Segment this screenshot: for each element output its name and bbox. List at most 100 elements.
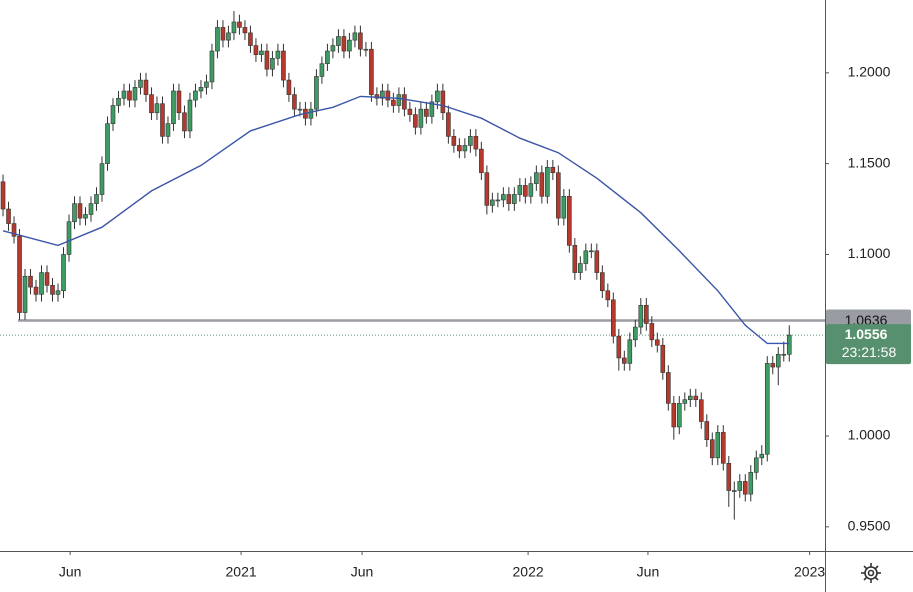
candle-body	[88, 203, 94, 215]
candle-body	[407, 108, 413, 115]
candle-body	[715, 432, 721, 459]
candle-body	[616, 335, 622, 359]
candle-body	[292, 94, 297, 110]
candle-body	[660, 344, 666, 373]
candle-body	[154, 103, 160, 114]
candle-body	[160, 103, 165, 137]
candle-body	[39, 272, 44, 295]
candle-body	[275, 50, 281, 59]
candle-body	[589, 250, 594, 253]
candle-body	[138, 79, 143, 88]
candle-body	[506, 194, 512, 204]
candle-body	[132, 87, 138, 101]
x-tick-label: 2022	[513, 564, 544, 580]
candle-body	[99, 163, 105, 195]
candle-body	[638, 304, 644, 328]
candle-body	[242, 27, 248, 34]
candle-body	[484, 172, 490, 206]
candle-body	[605, 290, 611, 301]
candle-body	[83, 214, 88, 219]
candle-body	[594, 250, 600, 273]
candle-body	[786, 334, 792, 355]
candle-body	[110, 105, 116, 124]
candle-body	[55, 290, 61, 295]
candle-body	[22, 275, 28, 313]
candle-body	[611, 299, 616, 337]
candle-body	[237, 21, 242, 28]
candle-body	[270, 57, 275, 70]
candle-body	[720, 432, 726, 464]
price-axis: 0.95001.00001.10001.15001.20001.06361.05…	[825, 64, 911, 534]
candle-body	[523, 185, 528, 197]
candle-body	[451, 136, 457, 146]
y-tick-label: 1.0000	[848, 427, 891, 443]
candle-body	[490, 199, 495, 206]
candle-body	[6, 208, 11, 224]
candle-body	[655, 339, 660, 346]
candle-body	[231, 21, 237, 34]
candle-body	[116, 97, 121, 106]
candle-body	[539, 172, 545, 197]
candle-body	[28, 275, 33, 288]
candle-body	[495, 199, 501, 202]
candle-body	[731, 490, 737, 492]
candle-body	[204, 81, 209, 88]
candle-body	[336, 36, 341, 46]
candle-body	[149, 94, 154, 114]
candle-body	[775, 354, 781, 368]
candle-body	[72, 203, 77, 223]
candle-body	[704, 421, 710, 440]
candle-body	[253, 45, 259, 55]
candle-body	[385, 90, 391, 101]
candle-body	[748, 472, 754, 495]
candle-body	[561, 196, 567, 219]
candle-body	[215, 27, 220, 52]
candle-body	[198, 87, 204, 92]
y-tick-label: 1.2000	[848, 64, 891, 80]
candle-body	[314, 76, 319, 110]
candle-body	[352, 32, 358, 41]
candle-body	[17, 235, 22, 313]
candle-body	[209, 50, 215, 83]
candle-body	[676, 403, 682, 428]
candle-body	[644, 304, 649, 324]
candle-body	[726, 462, 732, 491]
candle-body	[330, 45, 336, 52]
candle-body	[462, 145, 468, 152]
candle-body	[171, 90, 176, 124]
candle-body	[424, 108, 429, 117]
candle-body	[66, 221, 72, 255]
candle-body	[512, 194, 517, 204]
candle-body	[479, 148, 484, 174]
candle-body	[693, 395, 699, 401]
candle-body	[11, 223, 17, 237]
y-tick-label: 1.1000	[848, 245, 891, 261]
candle-body	[572, 245, 578, 273]
candle-body	[44, 272, 50, 286]
candle-body	[517, 185, 523, 195]
candle-body	[61, 254, 66, 292]
last-price-box	[826, 324, 911, 365]
candle-body	[402, 94, 407, 110]
candle-body	[396, 94, 402, 106]
candle-body	[501, 194, 506, 201]
candle-body	[121, 90, 127, 99]
x-tick-label: 2023	[794, 564, 825, 580]
x-tick-label: 2021	[226, 564, 257, 580]
candle-body	[77, 203, 83, 219]
candle-body	[286, 79, 292, 95]
candle-body	[764, 363, 770, 455]
candle-body	[446, 112, 451, 137]
candle-body	[418, 108, 424, 128]
candle-body	[308, 108, 314, 119]
time-axis: Jun 2021 Jun 2022 Jun 2023	[59, 551, 825, 580]
candle-body	[550, 166, 556, 174]
candle-body	[281, 50, 286, 81]
candle-body	[534, 172, 539, 184]
candle-body	[671, 403, 677, 428]
candle-body	[468, 136, 473, 146]
settings-icon[interactable]	[861, 563, 881, 583]
candle-body	[248, 32, 253, 46]
